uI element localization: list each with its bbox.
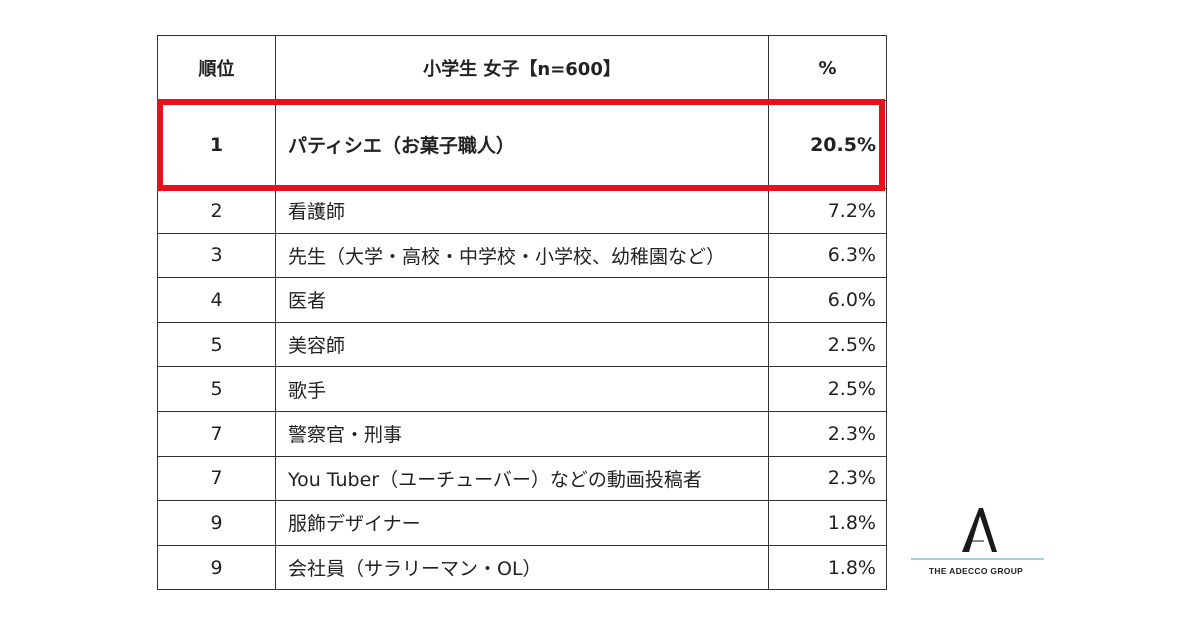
job-cell: 看護師 bbox=[275, 188, 769, 234]
table-row: 5 歌手 2.5% bbox=[157, 366, 887, 412]
table-row: 4 医者 6.0% bbox=[157, 277, 887, 323]
percent-cell: 20.5% bbox=[768, 100, 887, 189]
rank-cell: 2 bbox=[157, 188, 276, 234]
percent-cell: 2.3% bbox=[768, 455, 887, 502]
table-row-top: 1 パティシエ（お菓子職人） 20.5% bbox=[157, 100, 887, 189]
table-row: 3 先生（大学・高校・中学校・小学校、幼稚園など） 6.3% bbox=[157, 232, 887, 279]
ranking-table: 順位 小学生 女子【n=600】 % 1 パティシエ（お菓子職人） 20.5% … bbox=[157, 35, 887, 591]
percent-cell: 2.5% bbox=[768, 321, 887, 368]
percent-cell: 2.5% bbox=[768, 366, 887, 412]
job-cell: 歌手 bbox=[275, 366, 769, 412]
table-row: 7 You Tuber（ユーチューバー）などの動画投稿者 2.3% bbox=[157, 455, 887, 502]
job-cell: 美容師 bbox=[275, 321, 769, 368]
adecco-a-mark-icon bbox=[962, 508, 997, 552]
header-percent: % bbox=[768, 35, 887, 101]
logo-underline bbox=[911, 558, 1044, 560]
header-job: 小学生 女子【n=600】 bbox=[275, 35, 769, 101]
table-row: 2 看護師 7.2% bbox=[157, 188, 887, 234]
job-cell: 医者 bbox=[275, 277, 769, 323]
job-cell: 会社員（サラリーマン・OL） bbox=[275, 544, 769, 591]
rank-cell: 9 bbox=[157, 500, 276, 546]
logo-text: THE ADECCO GROUP bbox=[928, 566, 1024, 576]
table-row: 5 美容師 2.5% bbox=[157, 321, 887, 368]
rank-cell: 5 bbox=[157, 366, 276, 412]
percent-cell: 7.2% bbox=[768, 188, 887, 234]
table-row: 7 警察官・刑事 2.3% bbox=[157, 410, 887, 457]
job-cell: 先生（大学・高校・中学校・小学校、幼稚園など） bbox=[275, 232, 769, 279]
percent-cell: 1.8% bbox=[768, 544, 887, 591]
rank-cell: 9 bbox=[157, 544, 276, 591]
header-rank: 順位 bbox=[157, 35, 276, 101]
rank-cell: 5 bbox=[157, 321, 276, 368]
percent-cell: 1.8% bbox=[768, 500, 887, 546]
rank-cell: 7 bbox=[157, 410, 276, 457]
table-row: 9 会社員（サラリーマン・OL） 1.8% bbox=[157, 544, 887, 591]
table-body: 1 パティシエ（お菓子職人） 20.5% 2 看護師 7.2% 3 先生（大学・… bbox=[157, 100, 887, 591]
rank-cell: 1 bbox=[157, 100, 276, 189]
percent-cell: 2.3% bbox=[768, 410, 887, 457]
table-header: 順位 小学生 女子【n=600】 % bbox=[157, 35, 887, 101]
rank-cell: 7 bbox=[157, 455, 276, 502]
header-row: 順位 小学生 女子【n=600】 % bbox=[157, 35, 887, 101]
rank-cell: 4 bbox=[157, 277, 276, 323]
rank-cell: 3 bbox=[157, 232, 276, 279]
job-cell: 服飾デザイナー bbox=[275, 500, 769, 546]
table-row: 9 服飾デザイナー 1.8% bbox=[157, 500, 887, 546]
percent-cell: 6.3% bbox=[768, 232, 887, 279]
job-cell: You Tuber（ユーチューバー）などの動画投稿者 bbox=[275, 455, 769, 502]
job-cell: 警察官・刑事 bbox=[275, 410, 769, 457]
adecco-group-logo: THE ADECCO GROUP bbox=[908, 508, 1044, 588]
percent-cell: 6.0% bbox=[768, 277, 887, 323]
job-cell: パティシエ（お菓子職人） bbox=[275, 100, 769, 189]
